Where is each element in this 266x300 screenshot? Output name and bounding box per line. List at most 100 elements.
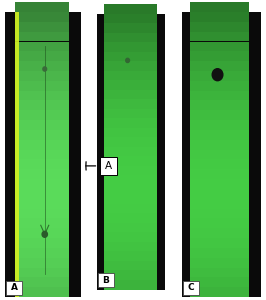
Bar: [15, 41, 69, 51]
Circle shape: [42, 231, 47, 237]
Bar: [104, 156, 157, 166]
Bar: [104, 271, 157, 280]
Bar: [190, 100, 249, 110]
Bar: [190, 81, 249, 91]
Bar: [15, 238, 69, 248]
Bar: [190, 208, 249, 218]
Bar: [104, 147, 157, 156]
Bar: [104, 109, 157, 118]
Bar: [104, 242, 157, 251]
Bar: [104, 194, 157, 204]
FancyBboxPatch shape: [98, 273, 114, 287]
Bar: [104, 90, 157, 99]
Bar: [190, 179, 249, 189]
Bar: [104, 70, 157, 80]
Bar: [190, 2, 249, 12]
Bar: [104, 80, 157, 90]
Bar: [15, 100, 69, 110]
Bar: [15, 12, 19, 297]
Bar: [104, 261, 157, 271]
Bar: [190, 199, 249, 208]
Bar: [190, 238, 249, 248]
Bar: [190, 140, 249, 150]
Bar: [190, 51, 249, 61]
Bar: [104, 99, 157, 109]
Circle shape: [43, 67, 47, 71]
Bar: [15, 91, 69, 100]
Bar: [5, 12, 81, 297]
Bar: [104, 251, 157, 261]
Bar: [190, 268, 249, 277]
Bar: [190, 110, 249, 120]
Bar: [190, 248, 249, 258]
Bar: [104, 204, 157, 213]
Bar: [104, 166, 157, 175]
Bar: [15, 268, 69, 277]
Bar: [190, 159, 249, 169]
Bar: [15, 248, 69, 258]
Bar: [182, 12, 261, 297]
Bar: [15, 278, 69, 287]
Text: B: B: [102, 276, 109, 285]
Bar: [190, 218, 249, 228]
FancyBboxPatch shape: [183, 281, 199, 295]
Bar: [15, 81, 69, 91]
Bar: [190, 32, 249, 41]
Bar: [15, 61, 69, 71]
Bar: [190, 61, 249, 71]
Bar: [15, 159, 69, 169]
Bar: [190, 71, 249, 81]
FancyBboxPatch shape: [100, 157, 117, 175]
Bar: [104, 52, 157, 61]
Bar: [104, 223, 157, 232]
Bar: [15, 22, 69, 32]
Text: A: A: [10, 283, 18, 292]
Bar: [15, 2, 69, 12]
FancyBboxPatch shape: [6, 281, 22, 295]
Bar: [190, 287, 249, 297]
Bar: [190, 130, 249, 140]
Bar: [97, 14, 165, 290]
Bar: [15, 130, 69, 140]
Bar: [190, 120, 249, 130]
Bar: [104, 61, 157, 70]
Bar: [104, 4, 157, 14]
Bar: [104, 213, 157, 223]
Bar: [190, 228, 249, 238]
Bar: [190, 189, 249, 199]
Bar: [104, 175, 157, 185]
Bar: [104, 137, 157, 147]
Bar: [190, 258, 249, 268]
Bar: [190, 22, 249, 32]
Bar: [104, 232, 157, 242]
Bar: [15, 189, 69, 199]
Bar: [104, 185, 157, 194]
Bar: [15, 199, 69, 208]
Text: A: A: [105, 161, 112, 171]
Bar: [104, 33, 157, 42]
Bar: [104, 280, 157, 290]
Bar: [190, 12, 249, 22]
Bar: [15, 208, 69, 218]
Bar: [15, 287, 69, 297]
Circle shape: [212, 69, 223, 81]
Circle shape: [126, 58, 130, 62]
Bar: [15, 258, 69, 268]
Bar: [15, 228, 69, 238]
Bar: [190, 278, 249, 287]
Bar: [15, 12, 69, 22]
Text: C: C: [188, 283, 194, 292]
Bar: [15, 150, 69, 159]
Bar: [15, 179, 69, 189]
Bar: [190, 41, 249, 51]
Bar: [15, 71, 69, 81]
Bar: [15, 51, 69, 61]
Bar: [104, 14, 157, 23]
Bar: [15, 140, 69, 150]
Bar: [104, 23, 157, 32]
Bar: [104, 118, 157, 128]
Bar: [15, 169, 69, 179]
Bar: [190, 169, 249, 179]
Bar: [15, 32, 69, 41]
Bar: [15, 120, 69, 130]
